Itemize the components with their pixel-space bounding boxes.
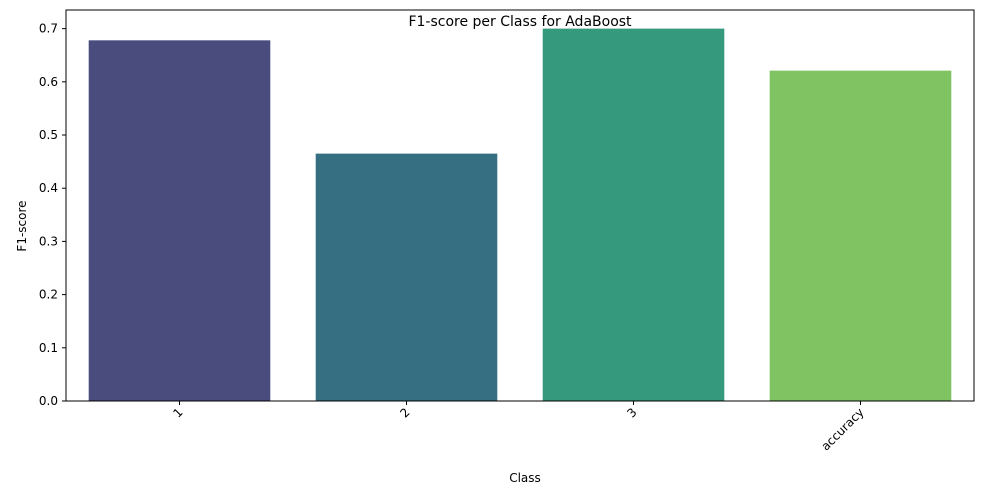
bar-2 bbox=[315, 153, 498, 401]
chart-title: F1-score per Class for AdaBoost bbox=[408, 14, 632, 30]
plot-frame bbox=[65, 9, 975, 402]
x-axis-label: Class bbox=[509, 471, 541, 485]
x-tick-label: 3 bbox=[624, 405, 639, 420]
x-tick-label: 2 bbox=[397, 405, 412, 420]
x-tick-label: accuracy bbox=[818, 405, 866, 453]
x-tick-label: 1 bbox=[170, 405, 185, 420]
y-axis: 0.0 0.1 0.2 0.3 0.4 0.5 0.6 0.7 bbox=[39, 22, 66, 408]
y-tick-label: 0.1 bbox=[39, 341, 58, 355]
y-tick-label: 0.2 bbox=[39, 288, 58, 302]
bar-3 bbox=[542, 28, 725, 401]
x-axis: 1 2 3 accuracy bbox=[170, 401, 867, 453]
y-tick-label: 0.7 bbox=[39, 22, 58, 36]
y-tick-label: 0.6 bbox=[39, 75, 58, 89]
y-tick-label: 0.3 bbox=[39, 234, 58, 248]
bar-accuracy bbox=[769, 70, 952, 401]
y-tick-label: 0.4 bbox=[39, 181, 58, 195]
y-tick-label: 0.0 bbox=[39, 394, 58, 408]
bars-group bbox=[88, 28, 952, 401]
y-tick-label: 0.5 bbox=[39, 128, 58, 142]
bar-1 bbox=[88, 40, 271, 401]
y-axis-label: F1-score bbox=[15, 200, 29, 251]
